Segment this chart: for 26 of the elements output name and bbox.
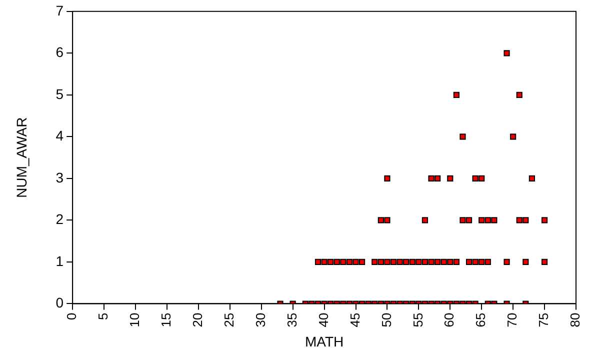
y-tick-label: 4: [56, 128, 64, 144]
x-tick-label: 20: [190, 312, 206, 328]
x-tick-label: 50: [378, 312, 394, 328]
x-tick-label: 70: [504, 312, 520, 328]
x-tick-label: 75: [536, 312, 552, 328]
y-tick-label: 5: [56, 86, 64, 102]
x-tick-label: 5: [96, 312, 111, 320]
y-tick-label: 1: [56, 252, 64, 269]
x-tick-label: 15: [158, 312, 174, 328]
y-tick-label: 2: [56, 211, 64, 228]
x-tick-label: 30: [252, 312, 268, 328]
x-tick-label: 40: [316, 312, 331, 328]
y-tick-label: 6: [56, 44, 64, 60]
x-tick-label: 80: [568, 312, 583, 328]
y-tick-label: 7: [56, 2, 64, 18]
x-tick-label: 10: [127, 312, 142, 328]
x-tick-label: 55: [410, 312, 426, 328]
x-tick-label: 35: [284, 312, 300, 328]
x-tick-label: 0: [64, 312, 80, 320]
x-axis-title: MATH: [304, 333, 344, 350]
x-tick-label: 25: [221, 312, 236, 328]
x-tick-label: 65: [473, 312, 488, 328]
y-tick-label: 3: [56, 169, 64, 186]
x-tick-label: 45: [347, 312, 362, 328]
x-tick-label: 60: [442, 312, 457, 328]
y-axis-title: NUM_AWAR: [13, 117, 30, 198]
